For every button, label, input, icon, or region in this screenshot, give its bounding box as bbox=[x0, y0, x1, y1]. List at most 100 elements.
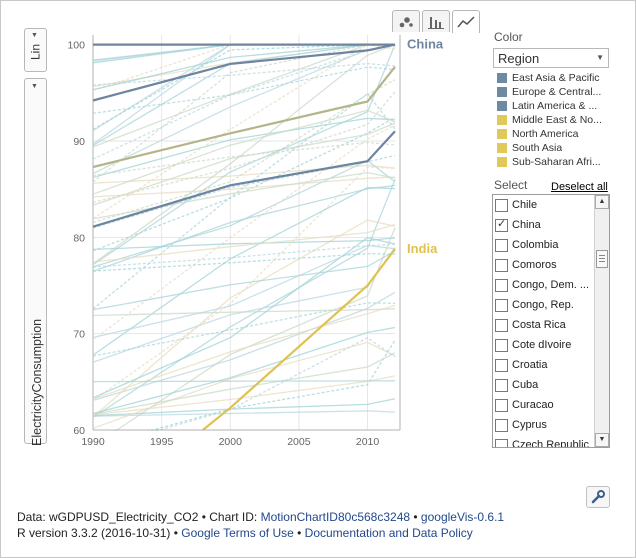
legend-item[interactable]: Europe & Central... bbox=[497, 85, 609, 99]
legend-item[interactable]: Sub-Saharan Afri... bbox=[497, 155, 609, 169]
checkbox[interactable]: ✓ bbox=[495, 218, 508, 232]
background-series-line bbox=[92, 66, 396, 114]
scroll-down-button[interactable]: ▼ bbox=[595, 433, 609, 447]
background-series-line bbox=[92, 219, 396, 418]
footer-text: • bbox=[293, 526, 305, 540]
checkbox[interactable] bbox=[495, 238, 508, 252]
legend-label: Latin America & ... bbox=[512, 100, 598, 112]
background-series-line bbox=[92, 62, 396, 86]
y-tick-label: 80 bbox=[73, 232, 85, 244]
scroll-up-button[interactable]: ▲ bbox=[595, 195, 609, 209]
legend-label: South Asia bbox=[512, 142, 563, 154]
bubble-chart-icon bbox=[399, 16, 413, 27]
background-series-line bbox=[92, 227, 396, 447]
chevron-down-icon: ▼ bbox=[31, 83, 38, 90]
footer-text: R version 3.3.2 (2016-10-31) • bbox=[17, 526, 182, 540]
color-dropdown[interactable]: Region ▼ bbox=[493, 48, 609, 68]
background-series-line bbox=[92, 304, 396, 400]
background-series-line bbox=[92, 339, 396, 448]
series-line bbox=[92, 130, 396, 228]
scroll-thumb[interactable] bbox=[596, 250, 608, 268]
background-series-line bbox=[92, 43, 396, 160]
checkbox[interactable] bbox=[495, 398, 508, 412]
legend-label: Middle East & No... bbox=[512, 114, 602, 126]
plot-area bbox=[93, 35, 395, 430]
list-scrollbar[interactable]: ▲ ▼ bbox=[594, 195, 609, 447]
background-series-line bbox=[92, 186, 396, 356]
checkbox[interactable] bbox=[495, 278, 508, 292]
series-line bbox=[92, 43, 396, 102]
legend-item[interactable]: Latin America & ... bbox=[497, 99, 609, 113]
checkbox[interactable] bbox=[495, 438, 508, 447]
bubble-chart-tab[interactable] bbox=[392, 10, 420, 32]
background-series-line bbox=[92, 124, 396, 341]
series-line bbox=[92, 66, 396, 169]
checkbox[interactable] bbox=[495, 198, 508, 212]
background-series-line bbox=[92, 164, 396, 184]
line-chart-icon bbox=[457, 16, 475, 28]
background-series-line bbox=[92, 410, 396, 417]
legend-swatch bbox=[497, 115, 507, 125]
checkbox[interactable] bbox=[495, 378, 508, 392]
select-list-item[interactable]: ✓ China bbox=[495, 215, 541, 235]
color-panel-title: Color bbox=[494, 30, 523, 44]
select-list-item[interactable]: Colombia bbox=[495, 235, 558, 255]
footer-link[interactable]: MotionChartID80c568c3248 bbox=[260, 510, 411, 524]
y-scale-dropdown[interactable]: ▼ Lin bbox=[24, 28, 47, 72]
line-chart-tab[interactable] bbox=[452, 10, 480, 33]
select-panel-title: Select bbox=[494, 178, 528, 192]
checkbox[interactable] bbox=[495, 358, 508, 372]
background-series-line bbox=[92, 92, 396, 310]
select-list-item[interactable]: Czech Republic bbox=[495, 435, 589, 447]
bar-chart-tab[interactable] bbox=[422, 10, 450, 32]
footer-text: Data: wGDPUSD_Electricity_CO2 • Chart ID… bbox=[17, 510, 261, 524]
select-list-item[interactable]: Curacao bbox=[495, 395, 554, 415]
background-series-line bbox=[92, 341, 396, 429]
legend-item[interactable]: East Asia & Pacific bbox=[497, 71, 609, 85]
checkbox[interactable] bbox=[495, 318, 508, 332]
legend-item[interactable]: North America bbox=[497, 127, 609, 141]
footer-link[interactable]: Google Terms of Use bbox=[181, 526, 294, 540]
checkbox[interactable] bbox=[495, 298, 508, 312]
legend-label: East Asia & Pacific bbox=[512, 72, 600, 84]
x-tick-label: 2005 bbox=[287, 436, 311, 448]
select-list-item[interactable]: Congo, Rep. bbox=[495, 295, 574, 315]
select-list-item[interactable]: Congo, Dem. ... bbox=[495, 275, 589, 295]
select-list-item[interactable]: Cuba bbox=[495, 375, 538, 395]
legend-label: Europe & Central... bbox=[512, 86, 602, 98]
checkbox[interactable] bbox=[495, 258, 508, 272]
background-series-line bbox=[92, 237, 396, 399]
select-list-item[interactable]: Costa Rica bbox=[495, 315, 566, 335]
x-tick-label: 2010 bbox=[356, 436, 380, 448]
background-series-line bbox=[92, 291, 396, 402]
footer-link[interactable]: googleVis-0.6.1 bbox=[420, 510, 505, 524]
select-list-item-label: Congo, Dem. ... bbox=[512, 279, 590, 291]
background-series-line bbox=[92, 43, 396, 220]
legend-item[interactable]: Middle East & No... bbox=[497, 113, 609, 127]
entity-select-list[interactable]: Chile ✓ China Colombia Comoros Congo, Dem. ..… bbox=[492, 194, 610, 448]
legend-item[interactable]: South Asia bbox=[497, 141, 609, 155]
y-tick-label: 100 bbox=[67, 40, 85, 52]
line-chart[interactable]: China India 60 70 80 90 100 1990 1995 2000 2005 201… bbox=[50, 30, 450, 450]
background-series-line bbox=[92, 109, 396, 195]
checkbox[interactable] bbox=[495, 418, 508, 432]
legend-label: North America bbox=[512, 128, 579, 140]
footer: Data: wGDPUSD_Electricity_CO2 • Chart ID… bbox=[17, 509, 504, 541]
footer-link[interactable]: Documentation and Data Policy bbox=[304, 526, 473, 540]
select-list-item-label: China bbox=[512, 219, 541, 231]
select-list-item[interactable]: Comoros bbox=[495, 255, 557, 275]
select-list-item-label: Cote dIvoire bbox=[512, 339, 572, 351]
select-list-item[interactable]: Cote dIvoire bbox=[495, 335, 571, 355]
legend-label: Sub-Saharan Afri... bbox=[512, 156, 601, 168]
settings-button[interactable] bbox=[586, 486, 610, 508]
y-tick-label: 70 bbox=[73, 329, 85, 341]
select-list-item[interactable]: Chile bbox=[495, 195, 537, 215]
deselect-all-link[interactable]: Deselect all bbox=[551, 181, 608, 193]
background-series-line bbox=[92, 244, 396, 339]
select-list-item[interactable]: Cyprus bbox=[495, 415, 547, 435]
checkbox[interactable] bbox=[495, 338, 508, 352]
select-list-item[interactable]: Croatia bbox=[495, 355, 547, 375]
y-variable-label: ElectricityConsumption bbox=[30, 318, 44, 446]
x-axis-background bbox=[50, 431, 450, 450]
y-variable-dropdown[interactable]: ▼ ElectricityConsumption bbox=[24, 78, 47, 446]
